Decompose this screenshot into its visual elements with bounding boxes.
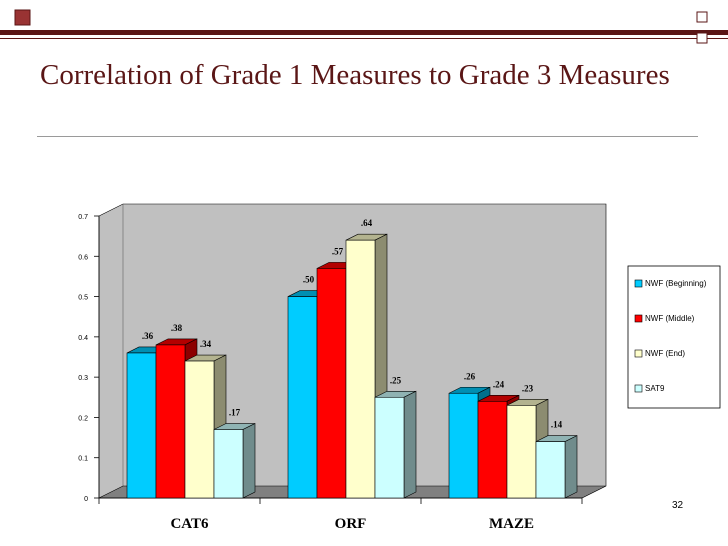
legend-swatch [634,349,643,358]
slide-title: Correlation of Grade 1 Measures to Grade… [40,59,670,91]
legend-swatch [634,384,643,393]
bar [535,441,566,499]
bar [374,396,405,499]
y-tick-label: 0.7 [78,214,88,221]
x-category-label: CAT6 [170,516,209,532]
header-bar [0,0,728,46]
legend-label: NWF (Middle) [645,314,695,323]
legend-box [627,265,721,409]
legend-label: NWF (End) [645,349,685,358]
header-line-thin [0,38,728,39]
data-label: .17 [229,408,241,418]
legend-swatch [634,279,643,288]
data-label: .23 [522,383,534,393]
legend-label: SAT9 [645,384,665,393]
header-square-right-top [696,11,708,23]
data-label: .64 [361,218,373,228]
header-square-left [14,9,31,26]
data-label: .34 [200,339,212,349]
header-line-thick [0,30,728,35]
bar [506,405,537,499]
bar [345,239,376,499]
page-number: 32 [672,500,684,511]
y-tick-label: 0.4 [78,335,88,342]
bar-side [242,423,256,499]
title-divider [37,136,698,137]
bar [126,352,157,499]
data-label: .14 [551,420,563,430]
x-category-label: ORF [335,516,367,532]
y-tick-label: 0.1 [78,456,88,463]
y-tick-label: 0 [84,496,88,503]
bar [184,360,215,499]
data-label: .36 [142,331,154,341]
data-label: .50 [303,275,315,285]
y-tick-label: 0.3 [78,375,88,382]
bar-side [403,390,417,499]
bar [213,429,244,499]
bar [287,296,318,499]
bar [155,344,186,499]
bar-side [564,435,578,499]
data-label: .24 [493,379,505,389]
data-label: .57 [332,246,344,256]
bar [448,392,479,499]
legend-label: NWF (Beginning) [645,279,707,288]
x-category-label: MAZE [489,516,534,532]
data-label: .26 [464,371,476,381]
bar [477,401,508,499]
legend-swatch [634,314,643,323]
header-square-right-bottom [696,32,708,44]
bar [316,268,347,499]
data-label: .25 [390,375,402,385]
data-label: .38 [171,323,183,333]
y-tick-label: 0.6 [78,254,88,261]
y-tick-label: 0.2 [78,415,88,422]
y-tick-label: 0.5 [78,295,88,302]
